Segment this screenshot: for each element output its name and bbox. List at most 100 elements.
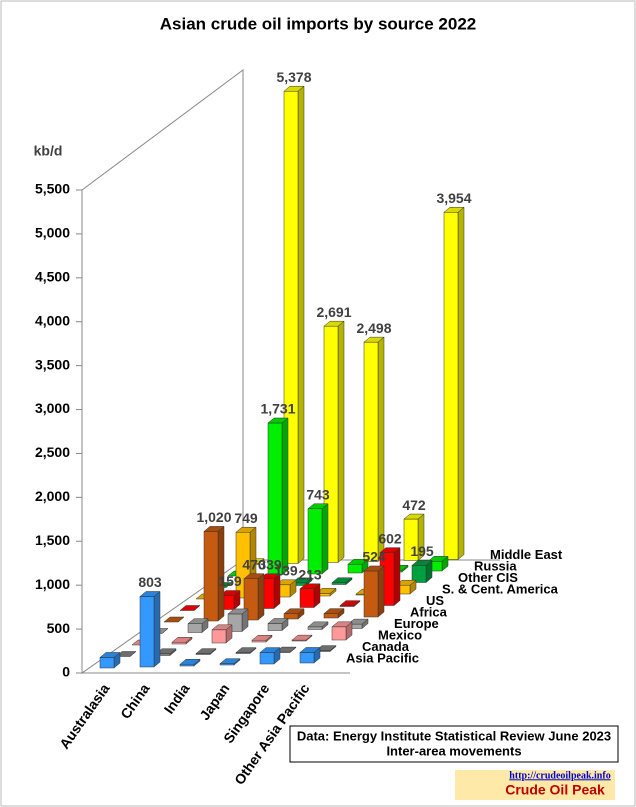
value-label: 5,378 — [276, 69, 311, 85]
bar-top — [443, 207, 465, 213]
bar — [323, 613, 339, 619]
bar-top — [179, 605, 201, 611]
bar-top — [363, 336, 385, 343]
value-label: 524 — [362, 549, 386, 565]
bar — [171, 641, 187, 645]
bar — [299, 588, 315, 608]
y-tick-label: 5,500 — [35, 181, 70, 197]
bar-side — [457, 206, 465, 561]
bar — [267, 623, 283, 631]
value-label: 1,731 — [260, 401, 295, 417]
y-tick-label: 3,500 — [35, 356, 70, 372]
value-label: 2,498 — [356, 320, 391, 336]
value-label: 195 — [410, 543, 434, 559]
bar — [347, 563, 363, 574]
bar — [283, 613, 299, 620]
bar-top — [379, 547, 401, 553]
bar — [211, 629, 227, 644]
legend-label: Mexico — [378, 627, 422, 642]
bar-top — [219, 658, 241, 664]
bar-top — [323, 320, 345, 327]
source-line: Data: Energy Institute Statistical Revie… — [297, 728, 611, 743]
bar-top — [339, 600, 361, 606]
y-tick-label: 0 — [62, 664, 70, 680]
y-tick-label: 1,000 — [35, 576, 70, 592]
bar — [267, 422, 283, 576]
bar-top — [291, 634, 313, 641]
bar-top — [307, 503, 329, 510]
watermark-name: Crude Oil Peak — [505, 782, 605, 798]
bar — [139, 596, 155, 668]
bar-top — [331, 621, 353, 628]
value-label: 213 — [298, 566, 322, 582]
bar-top — [427, 556, 449, 562]
value-label: 139 — [274, 562, 298, 578]
value-label: 743 — [306, 486, 330, 502]
value-label: 1,020 — [196, 509, 231, 525]
bar-top — [243, 573, 265, 579]
bar-top — [203, 526, 225, 532]
bar-top — [179, 658, 201, 665]
bar — [187, 623, 203, 633]
bar-top — [307, 621, 329, 628]
y-tick-label: 500 — [47, 620, 71, 636]
bar — [179, 663, 195, 667]
legend-label: Africa — [410, 604, 448, 619]
bar-side — [377, 336, 385, 563]
value-label: 803 — [138, 574, 162, 590]
bar-top — [267, 417, 289, 424]
bar-top — [411, 560, 433, 566]
bar — [99, 657, 115, 669]
bar-top — [299, 583, 321, 590]
bar-top — [347, 558, 369, 565]
bar-top — [331, 577, 353, 583]
value-label: 602 — [378, 530, 402, 546]
y-axis-label: kb/d — [34, 143, 63, 159]
value-label: 470 — [242, 556, 266, 572]
bar-top — [363, 565, 385, 572]
y-tick-label: 2,500 — [35, 444, 70, 460]
bar-top — [267, 618, 289, 624]
value-label: 339 — [258, 556, 282, 572]
bar-side — [281, 417, 289, 576]
value-label: 472 — [402, 497, 426, 513]
bar-top — [227, 608, 249, 615]
bar — [251, 639, 267, 643]
bar — [203, 531, 219, 622]
watermark-url: http://crudeoilpeak.info — [509, 770, 610, 781]
y-tick-label: 3,000 — [35, 400, 70, 416]
chart-title: Asian crude oil imports by source 2022 — [160, 14, 477, 33]
bar-side — [393, 547, 401, 607]
legend-label: Europe — [394, 616, 439, 631]
bar-top — [283, 85, 305, 92]
bar-top — [283, 608, 305, 614]
value-label: 749 — [234, 510, 258, 526]
legend-label: S. & Cent. America — [442, 581, 559, 596]
legend-label: Asia Pacific — [346, 650, 419, 665]
y-tick-label: 5,000 — [35, 225, 70, 241]
bar — [299, 652, 315, 664]
value-label: 3,954 — [436, 190, 471, 206]
logo-bg — [455, 770, 615, 800]
bar-top — [163, 616, 185, 623]
bar-top — [251, 634, 273, 641]
bar — [443, 212, 459, 560]
bar-top — [187, 618, 209, 624]
legend-label: Russia — [474, 558, 517, 573]
bar-top — [403, 513, 425, 520]
bar-side — [337, 320, 345, 564]
y-tick-label: 1,500 — [35, 532, 70, 548]
bar-side — [273, 573, 281, 610]
bar — [411, 565, 427, 583]
bar-top — [139, 591, 161, 597]
bar-top — [259, 647, 281, 653]
source-line: Inter-area movements — [386, 743, 521, 758]
bar-top — [235, 647, 257, 653]
value-label: 159 — [218, 573, 242, 589]
bar-top — [195, 648, 217, 654]
bar — [307, 626, 323, 630]
bar-side — [321, 503, 329, 575]
bar — [363, 341, 379, 562]
bar-top — [99, 652, 121, 658]
